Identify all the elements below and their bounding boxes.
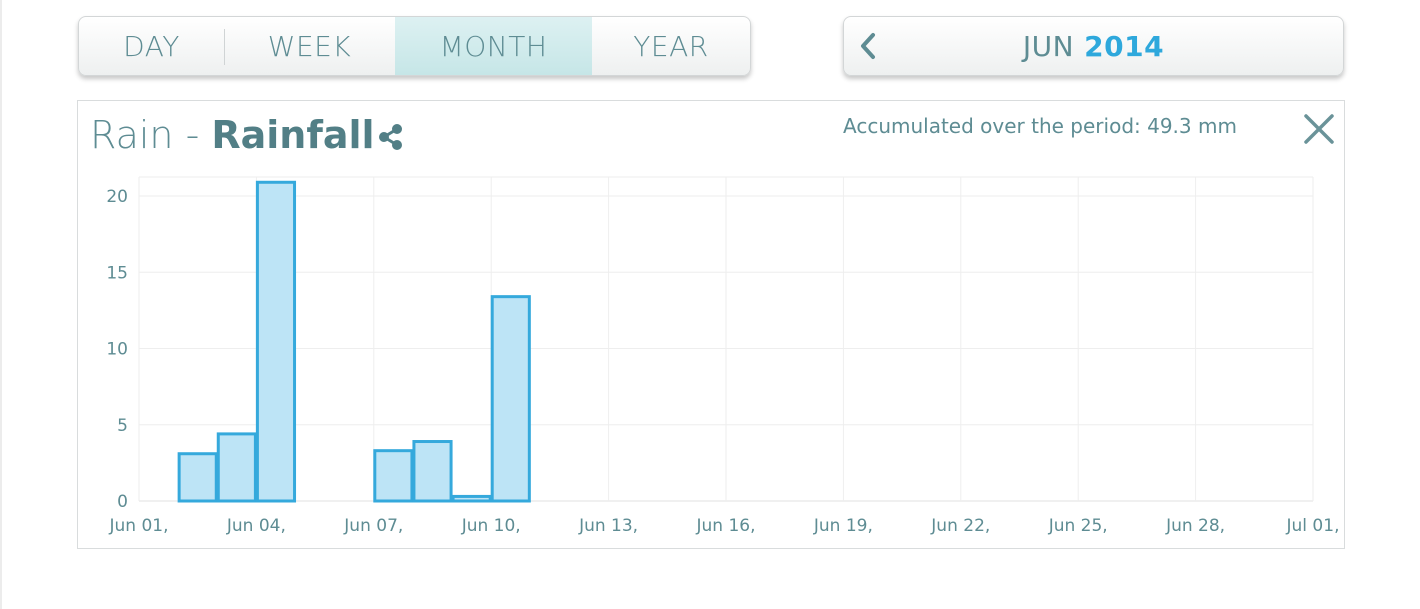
- bar-jun-07[interactable]: [373, 449, 414, 503]
- x-tick-label: Jun 04,: [226, 516, 286, 536]
- chart-title-prefix: Rain -: [90, 113, 212, 157]
- month-name: JUN: [1022, 29, 1075, 63]
- tab-month[interactable]: MONTH: [395, 17, 592, 75]
- x-tick-label: Jun 28,: [1165, 516, 1225, 536]
- x-tick-label: Jun 01,: [108, 516, 168, 536]
- x-tick-label: Jun 16,: [695, 516, 755, 536]
- previous-month-button[interactable]: [848, 17, 888, 75]
- share-icon: [379, 124, 402, 150]
- page-edge: [0, 0, 2, 609]
- x-tick-label: Jun 19,: [813, 516, 873, 536]
- y-axis-ticks: 0 5 10 15 20: [106, 187, 128, 512]
- bar-jun-04[interactable]: [255, 180, 297, 503]
- x-tick-label: Jun 13,: [578, 516, 638, 536]
- y-tick-label: 15: [106, 263, 128, 283]
- bar-jun-09[interactable]: [451, 494, 492, 503]
- x-tick-label: Jun 25,: [1048, 516, 1108, 536]
- chevron-left-icon: [861, 33, 875, 59]
- close-icon: [1304, 114, 1334, 144]
- x-tick-label: Jun 07,: [343, 516, 403, 536]
- x-axis-ticks: Jun 01, Jun 04, Jun 07, Jun 10, Jun 13, Jun 1…: [108, 516, 1339, 536]
- y-tick-label: 0: [117, 492, 128, 512]
- y-tick-label: 5: [117, 416, 128, 436]
- year-value: 2014: [1084, 29, 1165, 63]
- x-tick-label: Jun 10,: [461, 516, 521, 536]
- period-selector: DAY WEEK MONTH YEAR: [78, 16, 751, 76]
- tab-year[interactable]: YEAR: [633, 29, 709, 63]
- tab-day[interactable]: DAY: [123, 29, 180, 63]
- current-month: JUN 2014: [844, 17, 1343, 75]
- bar-jun-03[interactable]: [216, 432, 257, 503]
- tab-week[interactable]: WEEK: [224, 17, 395, 75]
- bar-jun-10[interactable]: [490, 295, 531, 503]
- bar-jun-08[interactable]: [412, 440, 453, 503]
- y-tick-label: 20: [106, 187, 128, 207]
- chart-grid: [138, 176, 1314, 502]
- month-navigator: JUN 2014: [843, 16, 1344, 76]
- share-button[interactable]: [376, 121, 406, 153]
- x-tick-label: Jun 22,: [930, 516, 990, 536]
- accumulated-total: Accumulated over the period: 49.3 mm: [843, 114, 1237, 138]
- chart-title: Rain - Rainfall: [90, 113, 375, 157]
- x-tick-label: Jul 01,: [1286, 516, 1340, 536]
- chart-subtitle: Rainfall: [211, 113, 375, 157]
- bar-jun-02[interactable]: [177, 452, 218, 503]
- close-button[interactable]: [1302, 112, 1336, 146]
- y-tick-label: 10: [106, 340, 128, 360]
- rainfall-chart-card: 0 5 10 15 20 Jun 01, Jun 04, Jun 07, Jun 10, Jun…: [77, 100, 1345, 549]
- chart-bars: [177, 180, 531, 503]
